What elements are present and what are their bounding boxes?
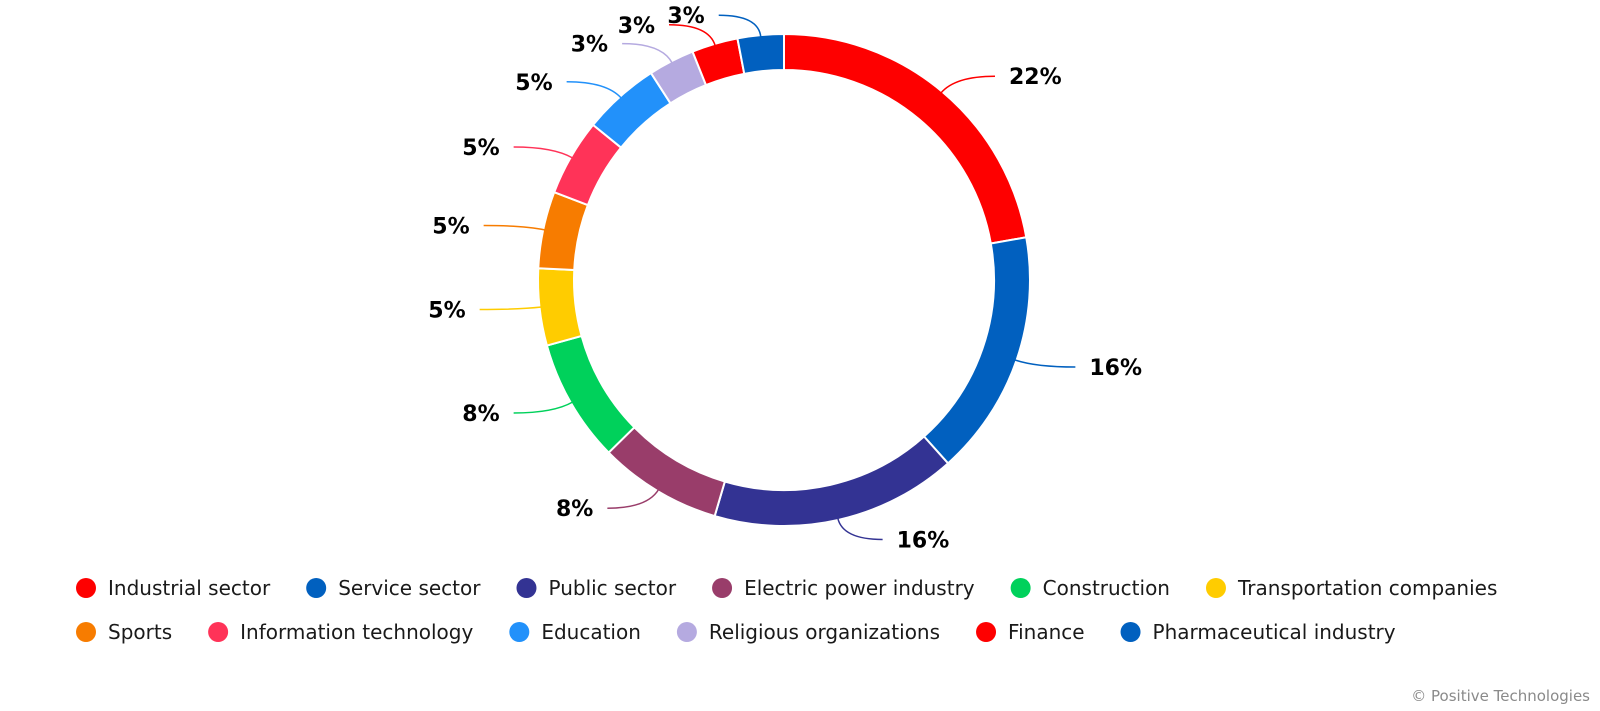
legend-item-education[interactable]: Education bbox=[509, 620, 641, 644]
leader-line-industrial-sector bbox=[940, 75, 995, 94]
data-label-religious-organizations: 3% bbox=[571, 33, 608, 58]
data-label-public-sector: 16% bbox=[897, 528, 950, 553]
data-label-sports: 5% bbox=[432, 215, 469, 240]
slice-pharmaceutical-industry[interactable] bbox=[736, 32, 785, 75]
data-label-pharmaceutical-industry: 3% bbox=[667, 4, 704, 29]
legend-label: Pharmaceutical industry bbox=[1153, 620, 1396, 644]
leader-line-construction bbox=[513, 401, 574, 414]
legend-item-pharmaceutical-industry[interactable]: Pharmaceutical industry bbox=[1120, 620, 1396, 644]
legend-marker bbox=[1120, 622, 1141, 642]
legend-label: Public sector bbox=[548, 576, 676, 600]
slice-public-sector[interactable] bbox=[713, 435, 950, 527]
legend-marker bbox=[976, 622, 997, 642]
slice-service-sector[interactable] bbox=[922, 236, 1031, 465]
slice-sports[interactable] bbox=[537, 190, 590, 272]
legend-marker bbox=[76, 578, 96, 598]
legend-item-electric-power-industry[interactable]: Electric power industry bbox=[712, 576, 975, 600]
legend-item-sports[interactable]: Sports bbox=[76, 620, 172, 644]
data-label-service-sector: 16% bbox=[1089, 356, 1142, 381]
legend-label: Religious organizations bbox=[709, 620, 940, 644]
legend-label: Education bbox=[541, 620, 641, 644]
credit-text: © Positive Technologies bbox=[1411, 687, 1590, 705]
data-label-construction: 8% bbox=[462, 402, 499, 427]
leader-line-finance bbox=[669, 24, 716, 47]
legend-marker bbox=[712, 578, 733, 598]
legend-marker bbox=[208, 622, 229, 642]
slice-industrial-sector[interactable] bbox=[783, 32, 1028, 245]
leader-line-sports bbox=[483, 224, 546, 231]
legend: Industrial sector Service sector Public se… bbox=[76, 576, 1497, 644]
legend-marker bbox=[676, 622, 697, 642]
legend-item-industrial-sector[interactable]: Industrial sector bbox=[76, 576, 271, 600]
data-label-industrial-sector: 22% bbox=[1009, 65, 1062, 90]
legend-label: Construction bbox=[1043, 576, 1170, 600]
legend-marker bbox=[1010, 578, 1031, 598]
slice-transportation-companies[interactable] bbox=[537, 267, 583, 347]
legend-label: Transportation companies bbox=[1237, 576, 1497, 600]
legend-item-public-sector[interactable]: Public sector bbox=[516, 576, 677, 600]
legend-label: Information technology bbox=[240, 620, 473, 644]
legend-marker bbox=[306, 578, 327, 598]
legend-label: Sports bbox=[108, 620, 172, 644]
leader-line-religious-organizations bbox=[622, 42, 673, 64]
legend-label: Service sector bbox=[338, 576, 481, 600]
legend-item-information-technology[interactable]: Information technology bbox=[208, 620, 473, 644]
slice-construction[interactable] bbox=[545, 334, 636, 454]
leader-line-education bbox=[566, 81, 622, 99]
legend-item-finance[interactable]: Finance bbox=[976, 620, 1085, 644]
leader-line-service-sector bbox=[1014, 359, 1076, 368]
data-label-finance: 3% bbox=[618, 14, 655, 39]
leader-line-public-sector bbox=[837, 517, 883, 541]
data-labels: 22% 16% 16% 8% 8% 5% 5% 5% 5% 3% 3% 3% bbox=[428, 4, 1142, 553]
legend-label: Finance bbox=[1008, 620, 1085, 644]
leader-line-information-technology bbox=[513, 146, 574, 159]
data-label-information-technology: 5% bbox=[462, 136, 499, 161]
legend-item-construction[interactable]: Construction bbox=[1010, 576, 1170, 600]
data-label-electric-power-industry: 8% bbox=[556, 497, 593, 522]
legend-marker bbox=[509, 622, 530, 642]
data-label-education: 5% bbox=[515, 71, 552, 96]
leader-line-pharmaceutical-industry bbox=[718, 14, 762, 38]
legend-label: Industrial sector bbox=[108, 576, 271, 600]
leader-lines bbox=[479, 14, 1076, 541]
legend-item-transportation-companies[interactable]: Transportation companies bbox=[1205, 576, 1497, 600]
leader-line-electric-power-industry bbox=[607, 488, 660, 509]
legend-item-service-sector[interactable]: Service sector bbox=[306, 576, 481, 600]
data-label-transportation-companies: 5% bbox=[428, 298, 465, 323]
legend-marker bbox=[76, 622, 96, 642]
legend-marker bbox=[516, 578, 537, 598]
legend-item-religious-organizations[interactable]: Religious organizations bbox=[676, 620, 940, 644]
legend-marker bbox=[1205, 578, 1226, 598]
donut-slices bbox=[537, 32, 1031, 527]
leader-line-transportation-companies bbox=[479, 306, 542, 311]
slice-electric-power-industry[interactable] bbox=[607, 425, 727, 518]
legend-label: Electric power industry bbox=[744, 576, 975, 600]
